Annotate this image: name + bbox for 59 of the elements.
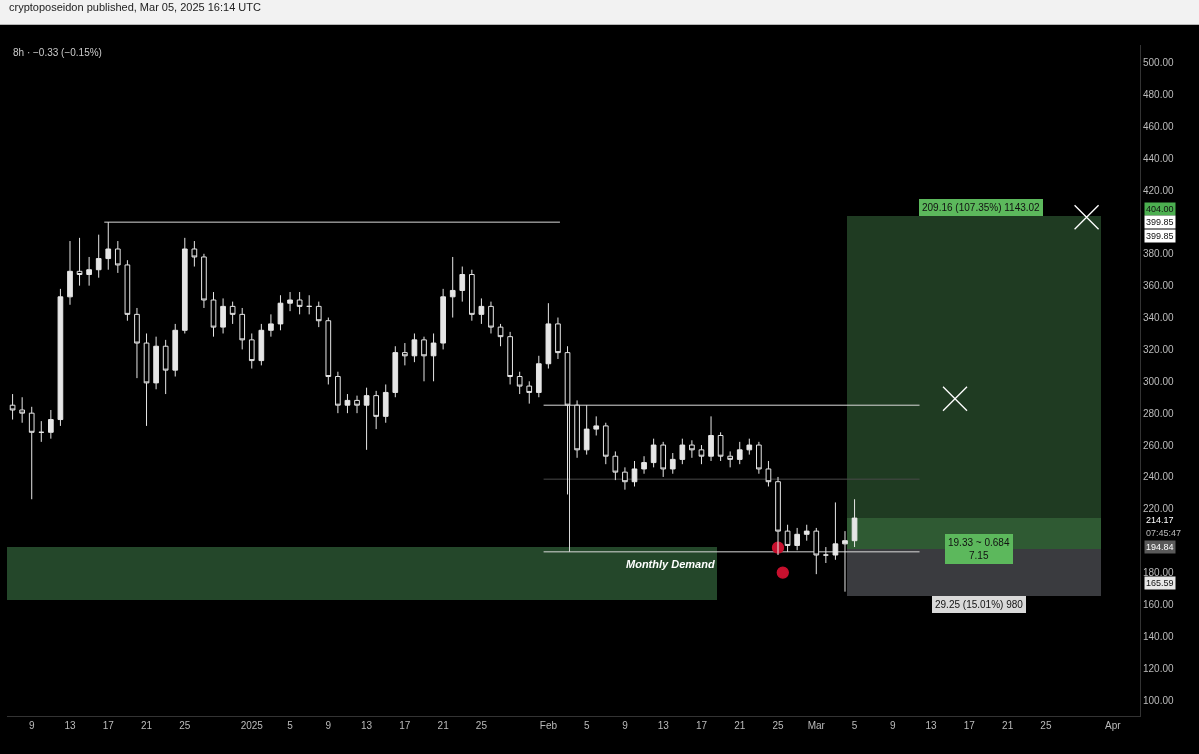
x-tick-label: 9 (622, 720, 629, 731)
y-tick-label: 160.00 (1143, 598, 1175, 610)
y-tick-label: 260.00 (1143, 439, 1175, 451)
x-tick-label: Mar (807, 720, 826, 731)
x-tick-label: 17 (963, 720, 976, 731)
x-tick-label: 9 (28, 720, 35, 731)
y-tick-label: 140.00 (1143, 630, 1175, 642)
x-tick-label: 5 (851, 720, 858, 731)
x-tick-label: 9 (890, 720, 897, 731)
y-tick-label: 100.00 (1143, 694, 1175, 706)
annotation: 29.25 (15.01%) 980 (935, 599, 1024, 610)
text: 214.17 (1146, 515, 1174, 525)
y-tick-label: 240.00 (1143, 471, 1175, 483)
y-tick-label: 380.00 (1143, 248, 1175, 260)
x-tick-label: 17 (695, 720, 708, 731)
y-tick-label: 480.00 (1143, 88, 1175, 100)
annotation: Monthly Demand (626, 558, 715, 570)
x-tick-label: 13 (925, 720, 938, 731)
x-tick-label: 5 (287, 720, 294, 731)
x-tick-label: 25 (1040, 720, 1052, 731)
y-tick-label: 360.00 (1143, 280, 1175, 292)
x-tick-label: 17 (399, 720, 411, 731)
x-tick-label: 17 (102, 720, 115, 731)
y-tick-label: 180.00 (1143, 567, 1175, 579)
chart-title: cryptoposeidon published, Mar 05, 2025 16:14 UTC (9, 1, 261, 13)
text: 404.00 (1146, 204, 1174, 214)
y-tick-label: 120.00 (1143, 662, 1175, 674)
x-tick-label: 13 (657, 720, 670, 731)
x-tick-label: 21 (734, 720, 746, 731)
x-tick-label: Feb (539, 720, 558, 731)
y-tick-label: 420.00 (1143, 184, 1175, 196)
x-tick-label: 5 (583, 720, 590, 731)
text: 399.85 (1146, 217, 1174, 227)
text: 07:45:47 (1146, 528, 1182, 538)
x-tick-label: Apr (1105, 720, 1122, 731)
text: 194.84 (1146, 542, 1174, 552)
x-tick-label: 25 (475, 720, 488, 731)
y-tick-label: 300.00 (1143, 375, 1175, 387)
x-tick-label: 2025 (240, 720, 264, 731)
x-tick-label: 13 (64, 720, 76, 731)
x-tick-label: 13 (361, 720, 373, 731)
y-tick-label: 440.00 (1143, 152, 1175, 164)
x-tick-label: 21 (140, 720, 153, 731)
y-tick-label: 340.00 (1143, 312, 1175, 324)
y-tick-label: 460.00 (1143, 120, 1175, 132)
x-tick-label: 25 (179, 720, 191, 731)
x-tick-label: 21 (1002, 720, 1014, 731)
y-tick-label: 280.00 (1143, 407, 1175, 419)
text: 165.59 (1146, 578, 1174, 588)
text: 399.85 (1146, 231, 1174, 241)
y-tick-label: 500.00 (1143, 57, 1175, 69)
x-tick-label: 9 (325, 720, 332, 731)
annotation: 209.16 (107.35%) 1143.02 (922, 202, 1041, 213)
annotation: 19.33 ~ 0.684 7.15 (948, 537, 1010, 561)
y-tick-label: 320.00 (1143, 343, 1175, 355)
chart-subtitle: 8h · −0.33 (−0.15%) (13, 47, 102, 58)
y-tick-label: 220.00 (1143, 503, 1175, 515)
x-tick-label: 21 (437, 720, 450, 731)
x-tick-label: 25 (772, 720, 785, 731)
